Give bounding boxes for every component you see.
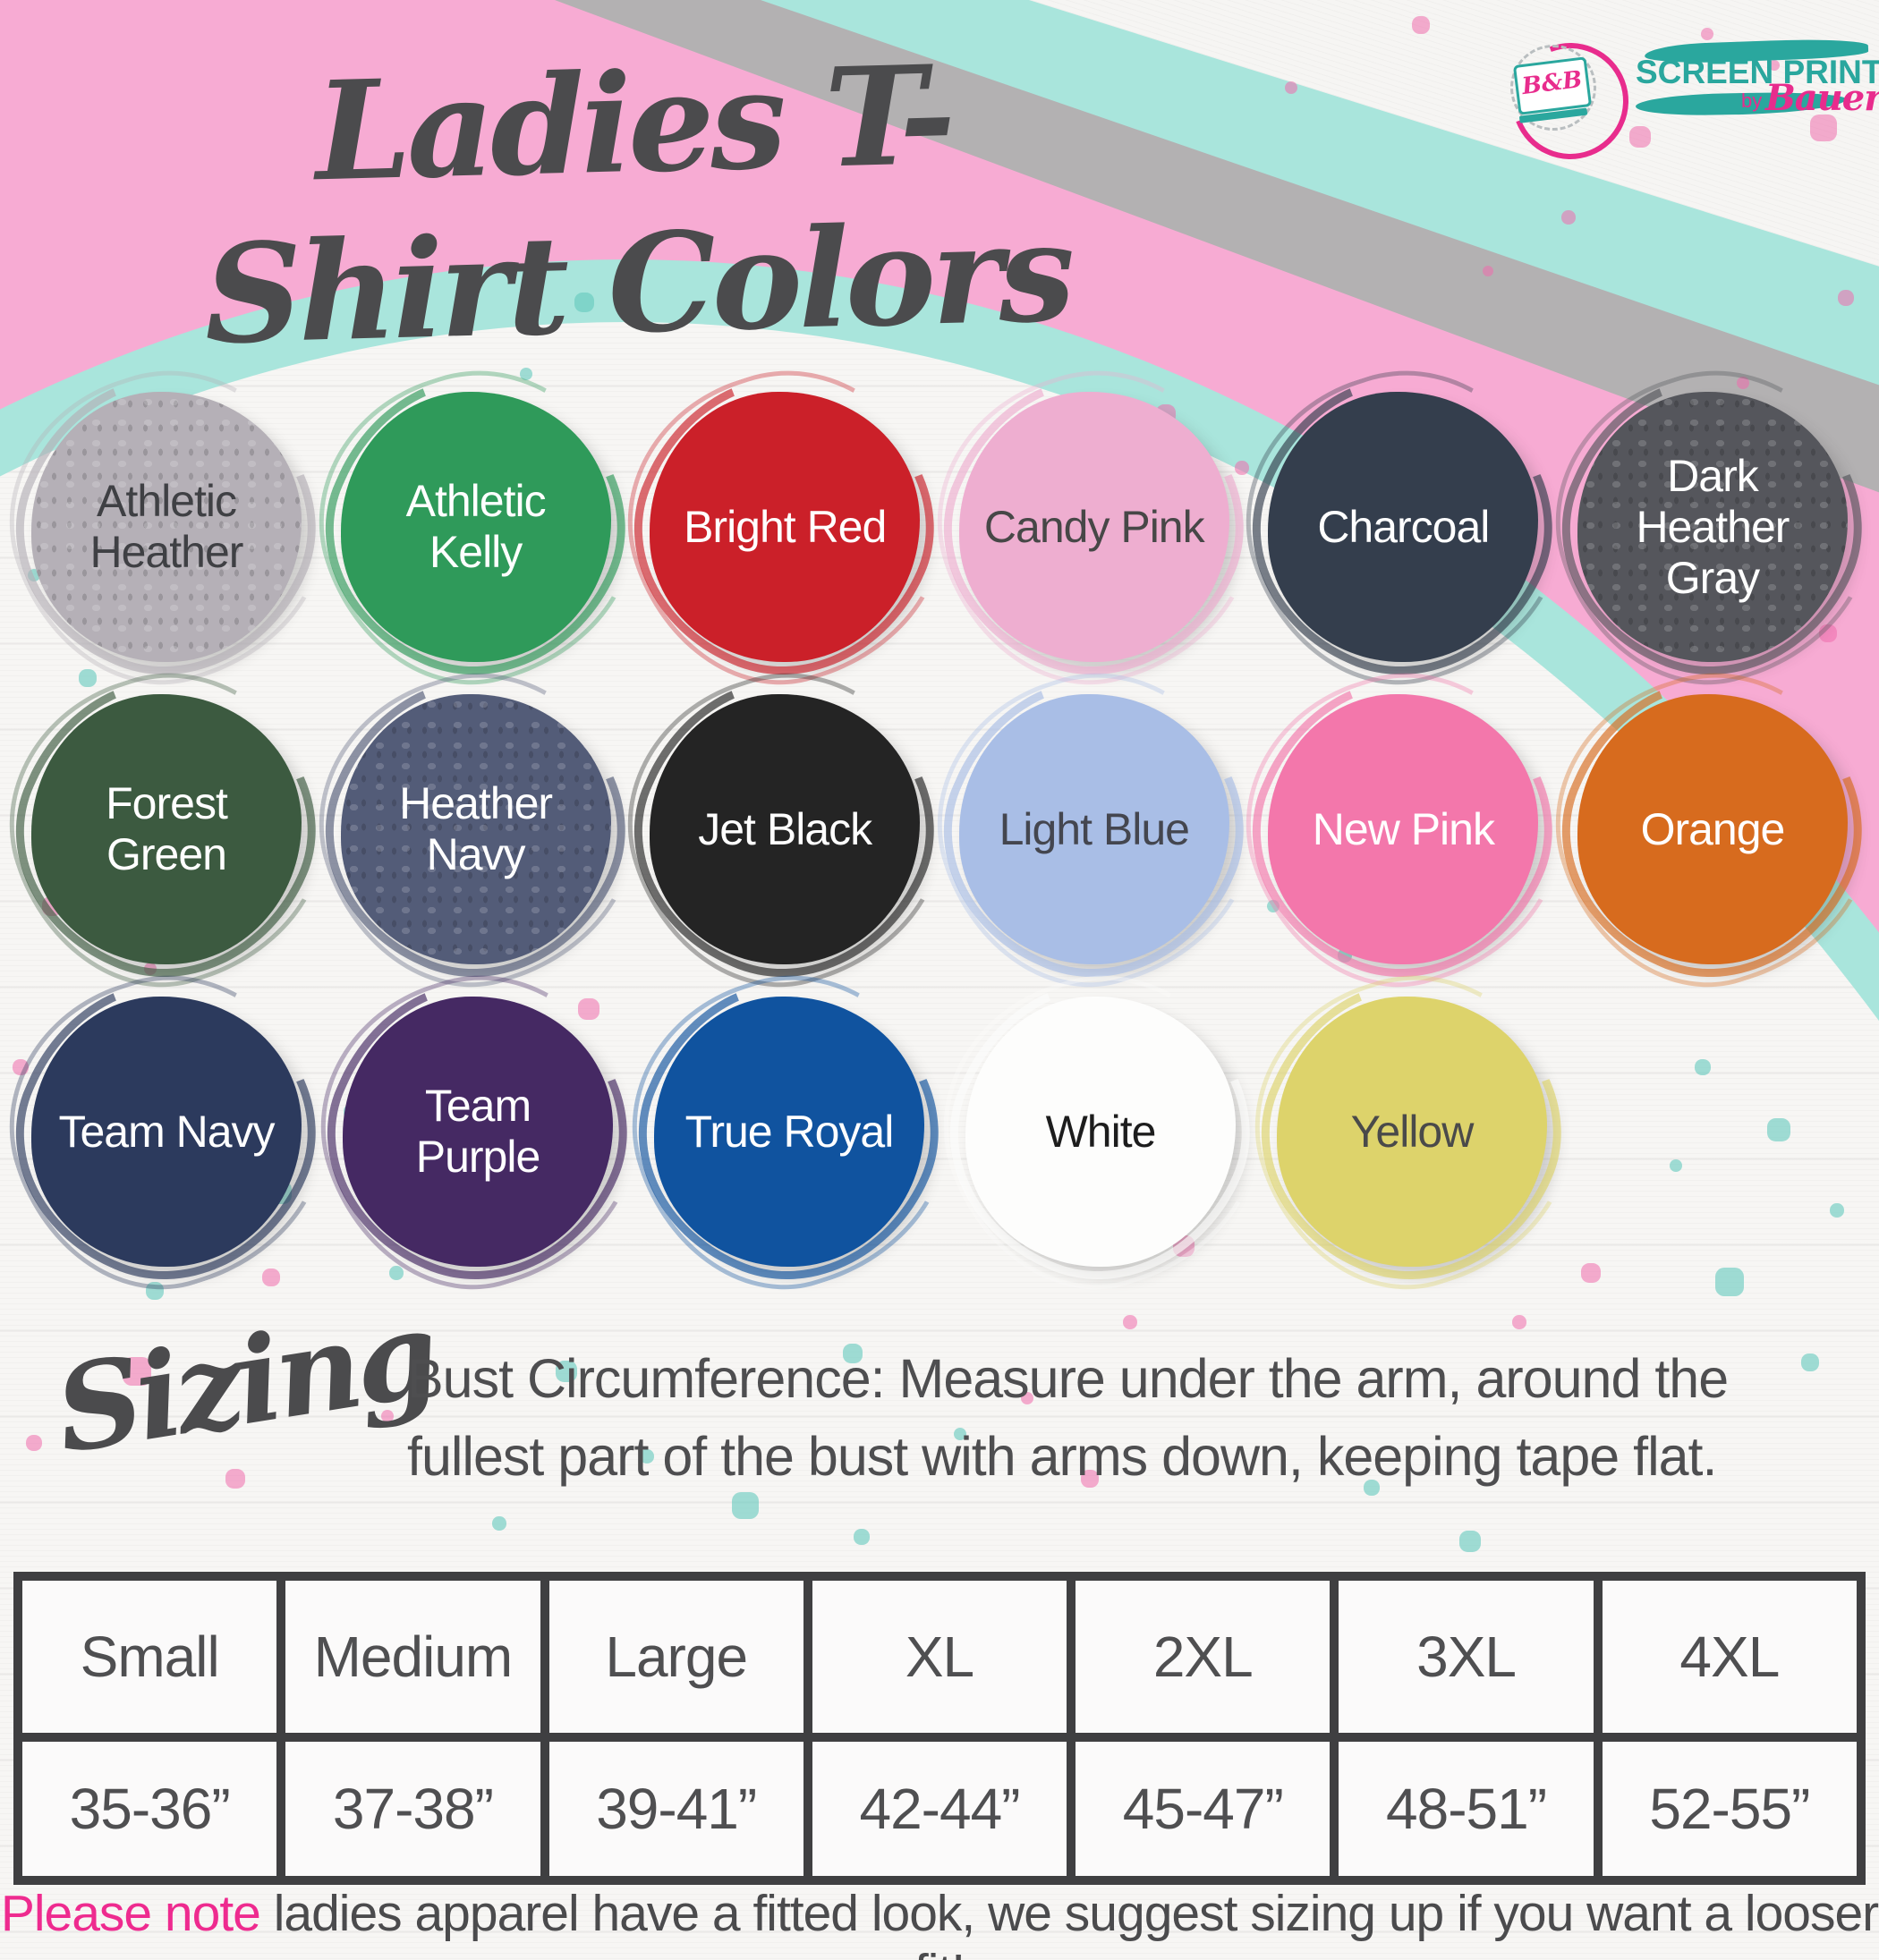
- color-swatch-grid: Athletic Heather Athletic Kelly Bright R…: [31, 392, 1848, 1299]
- swatch-team-purple: Team Purple: [343, 997, 613, 1267]
- size-header-cell: 3XL: [1330, 1572, 1603, 1742]
- swatch-jet-black: Jet Black: [650, 694, 921, 964]
- sizing-description-line1: Bust Circumference: Measure under the ar…: [407, 1348, 1729, 1409]
- swatch-forest-green: Forest Green: [31, 694, 302, 964]
- size-header-cell: Small: [13, 1572, 286, 1742]
- swatch-label: Dark Heather Gray: [1636, 450, 1790, 603]
- swatch-heather-navy: Heather Navy: [340, 694, 611, 964]
- brand-name-script: Bauers: [1765, 77, 1879, 119]
- swatch-label: Forest Green: [106, 778, 228, 879]
- fit-note-highlight: Please note: [0, 1885, 261, 1942]
- swatch-athletic-heather: Athletic Heather: [31, 392, 302, 662]
- swatch-label: Team Navy: [58, 1106, 275, 1157]
- swatch-light-blue: Light Blue: [958, 694, 1229, 964]
- size-header-cell: 2XL: [1067, 1572, 1339, 1742]
- page-title: Ladies T-Shirt Colors: [201, 34, 1073, 375]
- swatch-row: Team Navy Team Purple True Royal White Y…: [31, 997, 1848, 1267]
- swatch-athletic-kelly: Athletic Kelly: [340, 392, 611, 662]
- swatch-label: Orange: [1640, 803, 1786, 854]
- swatch-label: Jet Black: [698, 803, 872, 854]
- bust-range-cell: 35-36”: [13, 1733, 286, 1885]
- bust-range-cell: 45-47”: [1067, 1733, 1339, 1885]
- squeegee-icon: B&B: [1512, 56, 1593, 115]
- swatch-label: True Royal: [684, 1106, 895, 1157]
- bust-range-cell: 39-41”: [540, 1733, 812, 1885]
- swatch-row: Forest Green Heather Navy Jet Black Ligh…: [31, 694, 1848, 964]
- bust-range-cell: 42-44”: [803, 1733, 1076, 1885]
- swatch-label: Charcoal: [1317, 501, 1490, 552]
- sizing-description-line2: fullest part of the bust with arms down,…: [407, 1425, 1717, 1487]
- swatch-charcoal: Charcoal: [1268, 392, 1539, 662]
- size-header-cell: XL: [803, 1572, 1076, 1742]
- swatch-team-navy: Team Navy: [31, 997, 302, 1267]
- swatch-candy-pink: Candy Pink: [958, 392, 1229, 662]
- size-header-row: Small Medium Large XL 2XL 3XL 4XL: [13, 1572, 1866, 1742]
- bust-range-cell: 48-51”: [1330, 1733, 1603, 1885]
- brand-logo: B&B SCREEN PRINTING by Bauers: [1493, 24, 1879, 181]
- swatch-label: Bright Red: [684, 501, 887, 552]
- stamp-dashed-ring-icon: [1510, 45, 1596, 131]
- swatch-label: White: [1045, 1106, 1157, 1157]
- swatch-label: Heather Navy: [399, 778, 553, 879]
- swatch-label: Yellow: [1350, 1106, 1475, 1157]
- swatch-label: New Pink: [1312, 803, 1495, 854]
- swatch-orange: Orange: [1577, 694, 1848, 964]
- sizing-description: Bust Circumference: Measure under the ar…: [407, 1340, 1767, 1495]
- swatch-white: White: [965, 997, 1236, 1267]
- swatch-label: Team Purple: [415, 1081, 541, 1182]
- swatch-label: Athletic Kelly: [405, 476, 547, 577]
- brand-by-label: by: [1741, 89, 1763, 112]
- swatch-dark-heather-gray: Dark Heather Gray: [1577, 392, 1848, 662]
- fit-note: Please note ladies apparel have a fitted…: [0, 1884, 1879, 1960]
- size-header-cell: Medium: [276, 1572, 549, 1742]
- swatch-row: Athletic Heather Athletic Kelly Bright R…: [31, 392, 1848, 662]
- size-header-cell: Large: [540, 1572, 812, 1742]
- swatch-true-royal: True Royal: [654, 997, 924, 1267]
- swatch-label: Candy Pink: [983, 501, 1205, 552]
- brand-wordmark: SCREEN PRINTING by Bauers: [1635, 37, 1879, 119]
- brand-name-main: SCREEN PRINTING: [1636, 54, 1879, 90]
- swatch-bright-red: Bright Red: [650, 392, 921, 662]
- size-chart-table: Small Medium Large XL 2XL 3XL 4XL 35-36”…: [13, 1572, 1866, 1885]
- swatch-label: Athletic Heather: [89, 476, 244, 577]
- bust-range-row: 35-36” 37-38” 39-41” 42-44” 45-47” 48-51…: [13, 1733, 1866, 1885]
- swatch-label: Light Blue: [999, 803, 1190, 854]
- fit-note-text: ladies apparel have a fitted look, we su…: [273, 1885, 1879, 1960]
- swatch-yellow: Yellow: [1277, 997, 1547, 1267]
- bust-range-cell: 52-55”: [1593, 1733, 1866, 1885]
- bust-range-cell: 37-38”: [276, 1733, 549, 1885]
- size-header-cell: 4XL: [1593, 1572, 1866, 1742]
- swatch-new-pink: New Pink: [1268, 694, 1539, 964]
